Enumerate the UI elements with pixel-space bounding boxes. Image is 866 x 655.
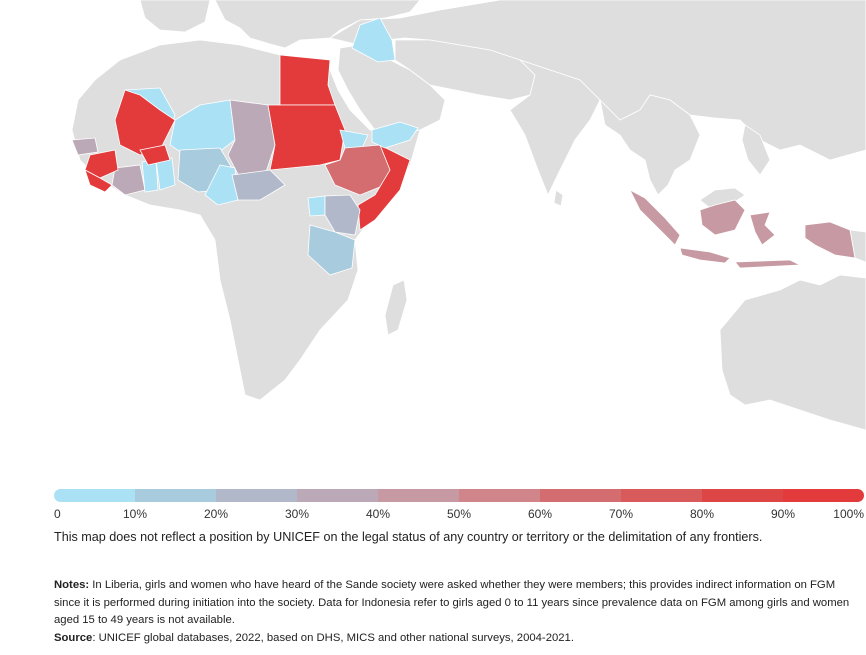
legend-segment-8 <box>702 489 783 502</box>
legend-tick-10: 100% <box>833 507 864 521</box>
country-yemen <box>371 121 419 149</box>
legend-segment-7 <box>621 489 702 502</box>
fgm-prevalence-map <box>71 0 866 431</box>
legend-segment-9 <box>783 489 864 502</box>
legend-tick-labels: 0 10% 20% 30% 40% 50% 60% 70% 80% 90% 100% <box>54 507 864 523</box>
legend-segment-6 <box>540 489 621 502</box>
legend-tick-8: 80% <box>689 507 715 521</box>
legend-tick-7: 70% <box>608 507 634 521</box>
source-text: : UNICEF global databases, 2022, based o… <box>92 631 574 644</box>
notes-label: Notes: <box>54 579 90 591</box>
country-cote-divoire <box>111 164 146 196</box>
country-somalia <box>357 144 411 231</box>
legend-segment-3 <box>297 489 378 502</box>
legend-tick-9: 90% <box>770 507 796 521</box>
country-sudan <box>267 104 346 171</box>
country-niger <box>169 99 236 156</box>
land-iran <box>394 39 536 101</box>
legend-tick-2: 20% <box>203 507 229 521</box>
notes-text: In Liberia, girls and women who have hea… <box>54 579 850 626</box>
map-disclaimer: This map does not reflect a position by … <box>54 530 763 544</box>
country-chad <box>227 99 276 179</box>
legend-tick-4: 40% <box>365 507 391 521</box>
legend-segment-2 <box>216 489 297 502</box>
country-kenya <box>324 194 361 236</box>
land-iberia <box>139 0 211 33</box>
legend-tick-3: 30% <box>284 507 310 521</box>
legend-tick-0: 0 <box>54 507 61 521</box>
legend-tick-1: 10% <box>122 507 148 521</box>
legend-segment-4 <box>378 489 459 502</box>
land-sri-lanka <box>553 189 564 207</box>
land-arabia <box>337 44 446 136</box>
land-europe <box>214 0 421 49</box>
country-indonesia-java <box>679 247 731 264</box>
country-indonesia-sulawesi <box>749 211 776 246</box>
country-indonesia-lesser <box>734 259 802 269</box>
land-madagascar <box>384 279 408 336</box>
legend-segment-1 <box>135 489 216 502</box>
notes-block: Notes: In Liberia, girls and women who h… <box>54 577 854 647</box>
source-label: Source <box>54 631 93 644</box>
land-india <box>509 59 601 196</box>
land-southeast-asia <box>599 94 701 196</box>
country-car <box>231 169 286 201</box>
country-guinea <box>84 149 119 179</box>
legend-segment-5 <box>459 489 540 502</box>
country-uganda <box>307 195 326 217</box>
country-indonesia-sumatra <box>629 189 681 246</box>
country-egypt <box>279 54 336 106</box>
country-burkina-faso <box>139 144 171 166</box>
land-australia <box>719 274 866 431</box>
land-philippines <box>741 124 771 176</box>
country-senegal <box>71 137 99 156</box>
country-indonesia-kalimantan <box>699 199 746 236</box>
country-indonesia-papua <box>804 221 856 259</box>
legend-tick-6: 60% <box>527 507 553 521</box>
country-sierra-leone-liberia <box>84 169 113 193</box>
legend-segment-0 <box>54 489 135 502</box>
legend-color-bar <box>54 489 864 502</box>
country-iraq <box>351 17 396 63</box>
country-tanzania <box>307 224 356 276</box>
legend-tick-5: 50% <box>446 507 472 521</box>
country-cameroon <box>204 164 239 206</box>
